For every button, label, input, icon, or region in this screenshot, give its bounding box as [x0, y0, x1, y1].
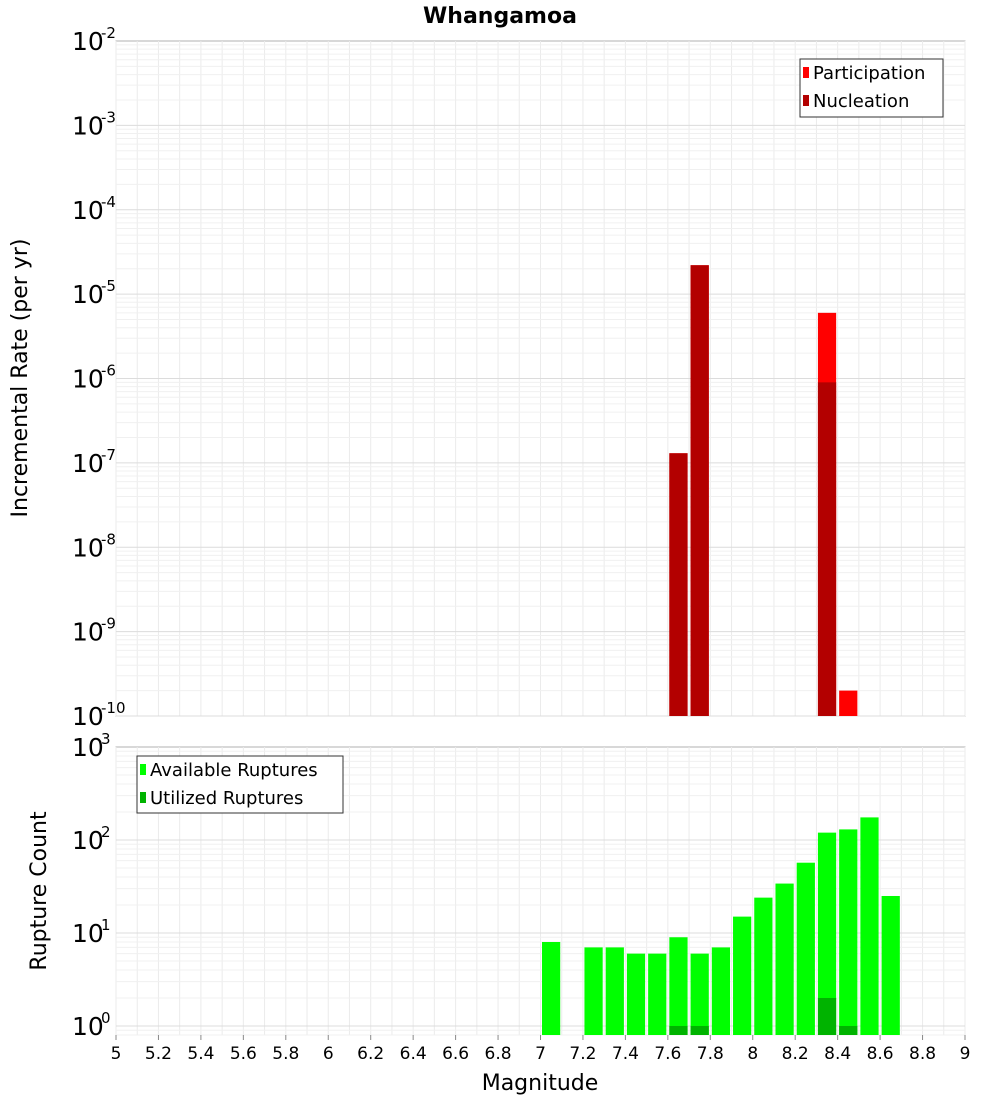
count-bar-secondary — [817, 997, 837, 1035]
y-tick-label: 10 — [72, 733, 104, 762]
x-tick-label: 5.8 — [272, 1044, 299, 1064]
count-bar-secondary — [669, 1025, 688, 1035]
y-tick-label: 10 — [72, 27, 104, 56]
x-tick-label: 8.2 — [782, 1044, 809, 1064]
y-tick-exponent: 3 — [101, 730, 111, 748]
y-tick-exponent: -2 — [101, 24, 116, 42]
x-tick-label: 8.8 — [909, 1044, 936, 1064]
y-tick-label: 10 — [72, 1012, 104, 1041]
count-bar-primary — [669, 937, 688, 1035]
count-y-axis-label: Rupture Count — [27, 811, 52, 971]
x-tick-label: 8.4 — [824, 1044, 851, 1064]
count-bar-secondary — [839, 1025, 858, 1035]
y-tick-exponent: -8 — [101, 530, 116, 548]
x-tick-label: 7.6 — [654, 1044, 681, 1064]
y-tick-label: 10 — [72, 365, 104, 394]
count-bar-primary — [754, 897, 773, 1035]
count-bar-primary — [839, 829, 858, 1035]
count-bar-primary — [648, 953, 667, 1035]
rate-legend-box — [799, 58, 944, 118]
x-tick-label: 7.8 — [697, 1044, 724, 1064]
x-tick-label: 6.2 — [357, 1044, 384, 1064]
y-tick-exponent: -10 — [101, 699, 126, 717]
count-bar-primary — [542, 942, 561, 1035]
y-tick-exponent: -3 — [101, 108, 116, 126]
legend-label-utilized: Utilized Ruptures — [150, 788, 303, 809]
rate-grid — [115, 41, 966, 717]
count-bar-primary — [626, 953, 646, 1035]
legend-swatch-participation — [803, 67, 809, 78]
x-tick-label: 7.2 — [569, 1044, 596, 1064]
count-bar-primary — [881, 895, 900, 1035]
y-tick-exponent: -6 — [101, 362, 116, 380]
x-tick-label: 6.8 — [485, 1044, 512, 1064]
count-bar-primary — [690, 953, 709, 1035]
x-tick-label: 5.4 — [187, 1044, 214, 1064]
count-bar-primary — [775, 883, 794, 1035]
x-tick-label: 8 — [747, 1044, 758, 1064]
x-tick-label: 8.6 — [867, 1044, 894, 1064]
legend-label-nucleation: Nucleation — [813, 91, 909, 112]
rate-bars — [669, 265, 858, 716]
x-tick-label: 6.6 — [442, 1044, 469, 1064]
y-tick-exponent: 2 — [101, 823, 111, 841]
legend-label-participation: Participation — [813, 63, 925, 84]
rate-bar-secondary — [669, 453, 688, 716]
y-tick-label: 10 — [72, 111, 104, 140]
count-bar-primary — [860, 817, 879, 1035]
legend-swatch-available — [140, 764, 146, 775]
rate-legend: Participation Nucleation — [799, 58, 944, 118]
x-tick-label: 7 — [535, 1044, 546, 1064]
count-bars — [542, 817, 900, 1035]
legend-swatch-nucleation — [803, 95, 809, 106]
y-tick-label: 10 — [72, 280, 104, 309]
count-legend-box — [136, 755, 344, 814]
x-tick-label: 5.2 — [145, 1044, 172, 1064]
rate-y-axis-label: Incremental Rate (per yr) — [8, 239, 33, 518]
y-tick-exponent: -5 — [101, 277, 116, 295]
y-tick-label: 10 — [72, 618, 104, 647]
y-tick-exponent: 0 — [101, 1009, 111, 1027]
y-tick-label: 10 — [72, 533, 104, 562]
count-bar-primary — [711, 947, 731, 1035]
rate-bar-secondary — [690, 265, 709, 716]
count-bar-primary — [817, 832, 837, 1035]
legend-swatch-utilized — [140, 792, 146, 803]
y-tick-label: 10 — [72, 449, 104, 478]
count-bar-primary — [605, 947, 624, 1035]
x-tick-label: 5.6 — [230, 1044, 257, 1064]
y-tick-exponent: -4 — [101, 193, 116, 211]
y-tick-label: 10 — [72, 826, 104, 855]
y-tick-exponent: 1 — [101, 916, 111, 934]
x-tick-label: 7.4 — [612, 1044, 639, 1064]
y-tick-exponent: -7 — [101, 446, 116, 464]
rate-bar-primary — [839, 690, 858, 716]
y-tick-label: 10 — [72, 919, 104, 948]
count-bar-primary — [584, 947, 603, 1035]
chart-title: Whangamoa — [423, 4, 577, 29]
x-tick-label: 9 — [960, 1044, 971, 1064]
x-tick-label: 6.4 — [400, 1044, 427, 1064]
count-bar-primary — [733, 916, 752, 1035]
rate-bar-secondary — [817, 382, 837, 716]
count-bar-secondary — [690, 1025, 709, 1035]
x-tick-label: 6 — [323, 1044, 334, 1064]
y-tick-exponent: -9 — [101, 615, 116, 633]
count-legend: Available Ruptures Utilized Ruptures — [136, 755, 344, 814]
y-tick-label: 10 — [72, 702, 104, 731]
x-axis-ticks: 5 5.2 5.4 5.6 5.8 6 6.2 6.4 6.6 6.8 7 7.2 7.4 7.6 7.8 8… — [111, 1035, 971, 1064]
y-tick-label: 10 — [72, 196, 104, 225]
x-axis-label: Magnitude — [482, 1071, 599, 1096]
x-tick-label: 5 — [111, 1044, 122, 1064]
legend-label-available: Available Ruptures — [150, 760, 318, 781]
count-bar-primary — [796, 862, 815, 1035]
